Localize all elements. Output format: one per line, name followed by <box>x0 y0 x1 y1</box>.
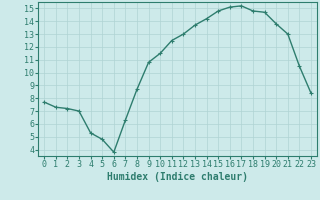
X-axis label: Humidex (Indice chaleur): Humidex (Indice chaleur) <box>107 172 248 182</box>
